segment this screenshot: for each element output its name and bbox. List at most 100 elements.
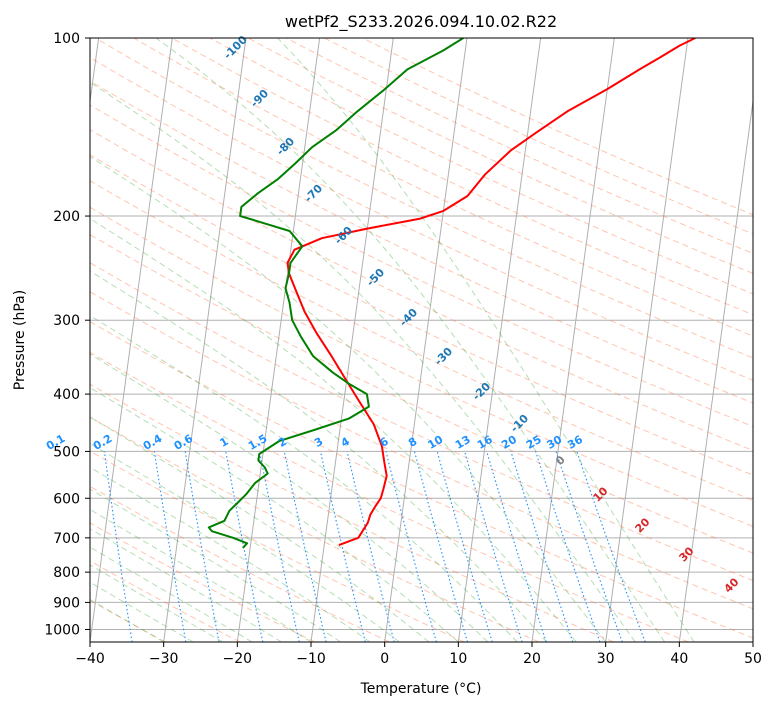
mixing-ratio-line <box>436 451 493 642</box>
mixing-ratio-label: 1 <box>217 435 230 450</box>
mixing-ratio-label: 10 <box>426 433 446 452</box>
y-axis-label: Pressure (hPa) <box>12 290 28 390</box>
dry-adiabat-label: -40 <box>397 306 420 329</box>
mixing-ratio-line <box>103 451 133 642</box>
moist-adiabat <box>90 386 459 642</box>
mixing-ratio-line <box>555 451 623 642</box>
pressure-gridlines <box>90 38 753 630</box>
dry-adiabat <box>90 383 614 642</box>
dry-adiabat-label: 0 <box>553 453 568 468</box>
x-tick-label: 10 <box>449 651 467 667</box>
isotherm <box>236 38 321 642</box>
dry-adiabat <box>90 485 390 642</box>
dry-adiabat-label: 30 <box>677 544 697 564</box>
dry-adiabat-label: 10 <box>591 484 611 504</box>
isotherm <box>605 38 689 642</box>
dry-adiabat <box>95 38 753 359</box>
skewed-isotherms <box>90 38 753 642</box>
dry-adiabat <box>324 38 753 235</box>
moist-adiabat <box>277 38 695 642</box>
mixing-ratio-line <box>385 451 437 642</box>
dry-adiabat <box>171 38 753 316</box>
mixing-ratio-line <box>319 451 366 642</box>
dry-adiabat <box>90 180 753 501</box>
dry-adiabats <box>90 38 753 642</box>
mixing-ratio-label: 6 <box>378 435 391 450</box>
dry-adiabat <box>209 38 753 295</box>
isotherm <box>384 38 468 642</box>
y-tick-label: 800 <box>53 565 80 581</box>
plot-frame <box>89 37 754 643</box>
mixing-ratio-label: 36 <box>565 433 585 452</box>
moist-adiabat <box>90 564 223 642</box>
mixing-ratio-line <box>535 451 601 642</box>
dry-adiabat <box>133 38 753 337</box>
moist-adiabat <box>90 488 341 642</box>
isotherm <box>310 38 394 642</box>
chart-title: wetPf2_S233.2026.094.10.02.R22 <box>285 12 557 32</box>
moist-adiabat <box>90 546 253 642</box>
dry-adiabat <box>90 291 753 610</box>
mixing-ratio-label: 0.2 <box>91 432 114 453</box>
dry-adiabat <box>90 560 241 642</box>
dry-adiabat <box>90 56 753 381</box>
mixing-ratio-line <box>576 451 646 642</box>
dry-adiabat <box>90 416 540 642</box>
dry-adiabat <box>247 38 753 274</box>
y-tick-label: 1000 <box>44 622 80 638</box>
isotherm <box>752 638 753 642</box>
moist-adiabat <box>90 315 518 642</box>
mixing-ratio-line <box>258 451 300 642</box>
x-axis-label: Temperature (°C) <box>360 681 482 697</box>
moist-adiabats <box>90 38 695 642</box>
dry-adiabat-label: -80 <box>274 135 297 158</box>
dry-adiabat-label: -90 <box>248 87 271 110</box>
mixing-ratio-line <box>413 451 469 642</box>
moist-adiabat <box>90 466 371 642</box>
dry-adiabat <box>90 351 689 642</box>
x-axis-ticks: −40 −30 −20 −10 0 10 20 30 40 50 <box>75 642 762 667</box>
dry-adiabat <box>90 262 753 582</box>
moist-adiabat <box>90 270 548 642</box>
y-axis-ticks: 100 200 300 400 500 600 700 800 900 1000 <box>44 31 90 638</box>
moist-adiabat <box>155 38 666 642</box>
mixing-ratio-line <box>283 451 327 642</box>
temperature-line <box>286 38 696 547</box>
y-tick-label: 100 <box>53 31 80 47</box>
y-tick-label: 400 <box>53 387 80 403</box>
mixing-ratio-line <box>510 451 574 642</box>
dry-adiabat <box>362 38 753 216</box>
sounding-series <box>207 38 696 549</box>
plot-area <box>90 38 753 642</box>
moist-adiabat <box>90 353 489 642</box>
isotherm <box>163 38 247 642</box>
mixing-ratio-line <box>464 451 523 642</box>
moist-adiabat <box>90 416 430 642</box>
mixing-ratio-label: 25 <box>524 433 544 452</box>
moist-adiabat <box>90 81 636 642</box>
moist-adiabat <box>90 581 194 642</box>
isotherm <box>678 97 753 642</box>
mixing-ratio-label: 0.4 <box>141 432 165 453</box>
mixing-ratio-label: 30 <box>544 433 564 452</box>
isotherm <box>90 38 100 106</box>
dewpoint-line <box>207 38 464 549</box>
mixing-ratio-line <box>184 451 220 642</box>
x-tick-label: −40 <box>75 651 105 667</box>
x-tick-label: 50 <box>744 651 762 667</box>
dry-adiabat <box>90 206 753 527</box>
mixing-ratio-label: 3 <box>312 435 325 450</box>
dry-adiabat-label: -50 <box>364 266 387 289</box>
mixing-ratio-lines <box>103 451 646 642</box>
dry-adiabat <box>90 154 753 476</box>
moist-adiabat <box>90 156 607 642</box>
moist-adiabat <box>90 218 577 642</box>
isotherm <box>90 38 173 642</box>
y-tick-label: 900 <box>53 595 80 611</box>
x-tick-label: 40 <box>670 651 688 667</box>
dry-adiabat-label: 40 <box>722 575 742 595</box>
x-tick-label: −20 <box>223 651 253 667</box>
x-tick-label: −10 <box>296 651 326 667</box>
x-tick-label: 0 <box>380 651 389 667</box>
